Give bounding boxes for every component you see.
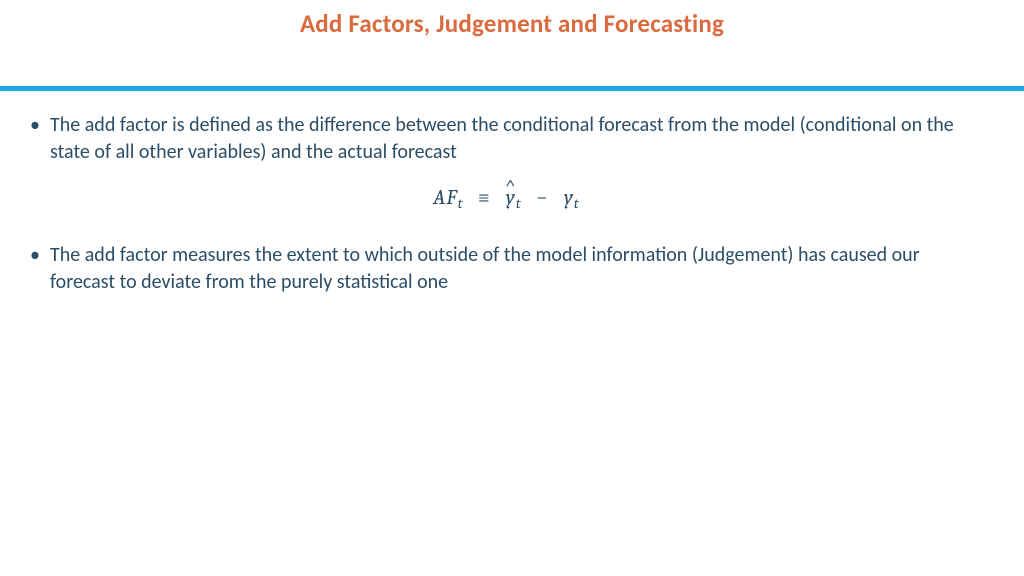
content-area: The add factor is defined as the differe…: [28, 112, 984, 316]
eq-y: y: [564, 186, 574, 210]
eq-y-sub: t: [574, 195, 579, 212]
eq-lhs-sub: t: [458, 195, 463, 212]
divider-line: [0, 86, 1024, 91]
eq-minus: −: [532, 186, 553, 210]
eq-lhs-sym: AF: [433, 186, 458, 210]
bullet-item: The add factor measures the extent to wh…: [28, 242, 984, 296]
slide: Add Factors, Judgement and Forecasting T…: [0, 0, 1024, 576]
bullet-item: The add factor is defined as the differe…: [28, 112, 984, 166]
equation: AFt ≡ yt − yt: [28, 186, 984, 212]
slide-title: Add Factors, Judgement and Forecasting: [0, 8, 1024, 39]
eq-yhat-sub: t: [516, 195, 521, 212]
eq-equiv: ≡: [474, 186, 495, 210]
eq-yhat: y: [506, 186, 516, 210]
